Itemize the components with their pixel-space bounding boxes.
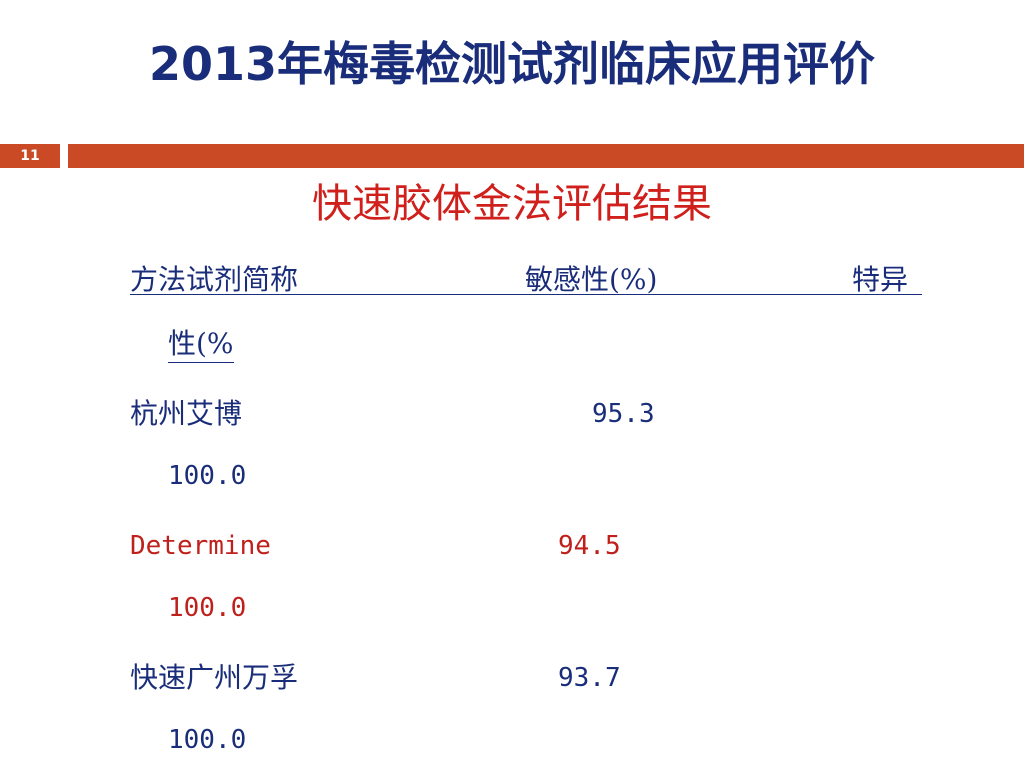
header-method-name: 方法试剂简称 (130, 263, 299, 296)
row-specificity: 100.0 (168, 461, 247, 491)
table-row: Determine 94.5 (130, 528, 930, 564)
table-row: 杭州艾博 95.3 (130, 396, 930, 432)
section-subtitle: 快速胶体金法评估结果 (312, 181, 712, 227)
header-sensitivity: 敏感性(%) (525, 263, 658, 296)
row-sensitivity: 94.5 (558, 531, 621, 561)
table-row: 快速广州万孚 93.7 (130, 660, 930, 696)
header-underline (130, 294, 922, 295)
slide-title: 2013年梅毒检测试剂临床应用评价 (148, 37, 876, 91)
row-sensitivity: 93.7 (558, 663, 621, 693)
row-method-name: 杭州艾博 (130, 397, 243, 430)
accent-bar (68, 144, 1024, 168)
page-number-badge: 11 (0, 144, 60, 168)
header-specificity-wrap: 性(% (168, 326, 234, 363)
row-specificity: 100.0 (168, 725, 247, 755)
row-method-name: Determine (130, 531, 271, 561)
row-specificity: 100.0 (168, 593, 247, 623)
table-header-row: 方法试剂简称 敏感性(%) 特异 (130, 262, 930, 298)
row-method-name: 快速广州万孚 (130, 661, 299, 694)
row-sensitivity: 95.3 (592, 399, 655, 429)
header-specificity: 特异 (852, 263, 909, 296)
